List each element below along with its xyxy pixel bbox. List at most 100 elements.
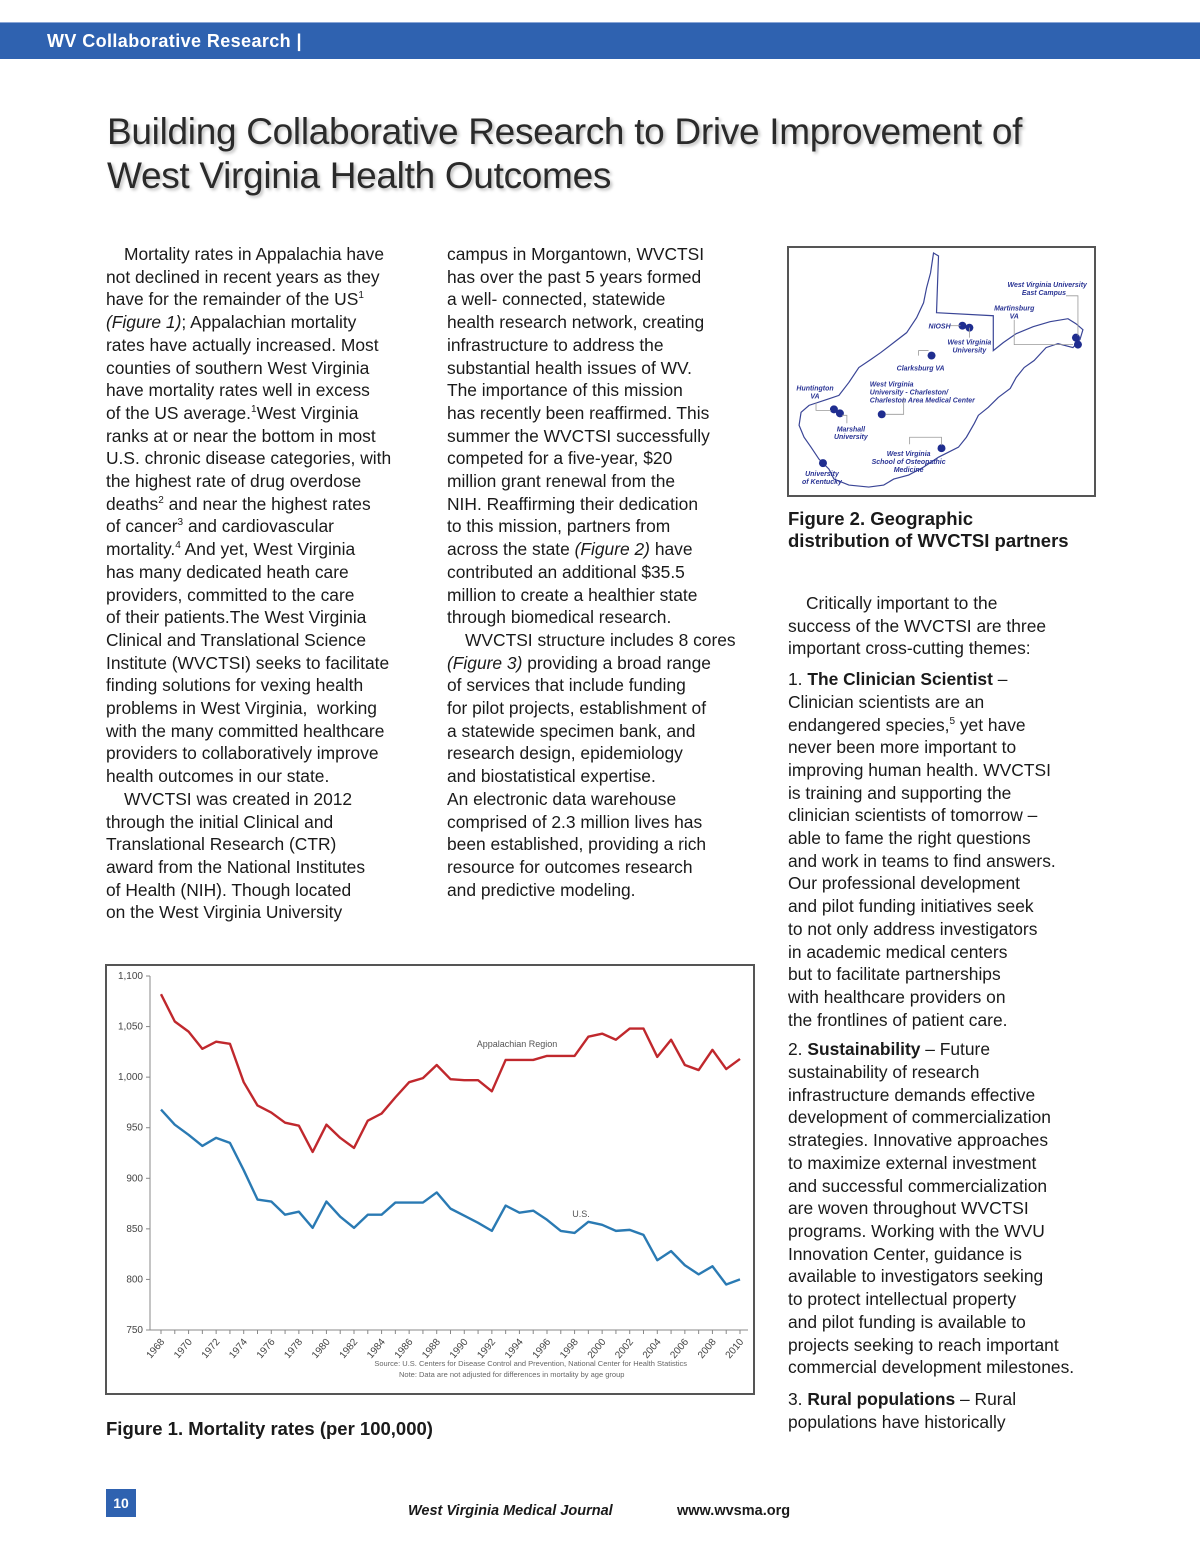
- x-tick-label: 2002: [613, 1337, 636, 1361]
- theme-heading: Rural populations: [807, 1388, 956, 1409]
- map-label-clarksburg: Clarksburg VA: [897, 366, 945, 373]
- x-tick-label: 1974: [227, 1337, 250, 1361]
- x-tick-label: 1970: [172, 1337, 195, 1361]
- text-run: 3.: [788, 1388, 808, 1409]
- theme-heading: Sustainability: [807, 1039, 921, 1060]
- text-run: ; Appalachian mortality rates have actua…: [106, 312, 379, 423]
- figure-2-caption: Figure 2. Geographic distribution of WVC…: [788, 508, 1069, 551]
- map-label-huntington: Huntington: [796, 385, 833, 392]
- title-line-1: Building Collaborative Research to Drive…: [107, 111, 1023, 152]
- text-run: – Future sustainability of research infr…: [788, 1039, 1075, 1378]
- map-label-martinsburg-2: VA: [1010, 314, 1019, 321]
- journal-url: www.wvsma.org: [677, 1503, 791, 1519]
- theme-heading: The Clinician Scientist: [807, 669, 993, 690]
- text-run: (Figure 1): [106, 312, 182, 333]
- series-line-u-s-: [160, 1108, 741, 1286]
- text-run: – Clinician scientists are an endangered…: [788, 669, 1008, 735]
- x-tick-label: 1968: [145, 1337, 168, 1361]
- section-header-bar: WV Collaborative Research |: [0, 22, 1200, 59]
- x-tick-label: 2004: [641, 1337, 664, 1361]
- text-run: (Figure 3): [447, 652, 523, 673]
- text-run: Critically important to the success of t…: [788, 593, 1047, 659]
- paragraph: 2. Sustainability – Future sustainabilit…: [788, 1038, 1074, 1379]
- y-tick-label: 750: [126, 1325, 143, 1336]
- x-tick-label: 1982: [338, 1337, 361, 1361]
- text-run: (Figure 2): [574, 539, 650, 560]
- footnote-ref: 1: [251, 403, 257, 415]
- paragraph: Critically important to the success of t…: [788, 592, 1074, 660]
- chart-source-note: Source: U.S. Centers for Disease Control…: [374, 1359, 687, 1368]
- paragraph: Mortality rates in Appalachia have not d…: [106, 243, 391, 788]
- y-tick-label: 1,100: [118, 971, 143, 982]
- text-run: West Virginia ranks at or near the botto…: [106, 402, 392, 514]
- map-label-uk-2: of Kentucky: [802, 479, 843, 486]
- x-tick-label: 2010: [724, 1337, 747, 1361]
- series-line-appalachian-region: [159, 993, 741, 1154]
- text-run: providing a broad range of services that…: [447, 652, 711, 900]
- text-run: campus in Morgantown, WVCTSI has over th…: [447, 244, 710, 560]
- map-label-wvu-east: West Virginia University: [1008, 282, 1089, 289]
- text-column-3: Critically important to the success of t…: [788, 592, 1074, 1433]
- x-tick-label: 1980: [310, 1337, 333, 1361]
- paragraph: 1. The Clinician Scientist – Clinician s…: [788, 668, 1074, 1031]
- chart-data-note: Note: Data are not adjusted for differen…: [399, 1370, 624, 1379]
- map-label-niosh: NIOSH: [929, 324, 952, 331]
- footnote-ref: 1: [358, 290, 364, 302]
- figure-1-caption: Figure 1. Mortality rates (per 100,000): [106, 1418, 433, 1439]
- text-run: And yet, West Virginia has many dedicate…: [106, 539, 390, 787]
- x-tick-label: 1994: [503, 1337, 526, 1361]
- map-label-huntington-2: VA: [810, 393, 819, 400]
- page-number: 10: [106, 1489, 136, 1517]
- x-tick-label: 2008: [696, 1337, 719, 1361]
- section-title: WV Collaborative Research |: [47, 31, 302, 51]
- article-title: Building Collaborative Research to Drive…: [107, 110, 1022, 198]
- map-label-wvu: West Virginia: [948, 340, 992, 347]
- x-tick-label: 1976: [255, 1337, 278, 1361]
- text-run: WVCTSI structure includes 8 cores: [465, 629, 736, 650]
- paragraph: 3. Rural populations – Rural populations…: [788, 1388, 1074, 1433]
- figure-2-map: West Virginia University East Campus Mar…: [787, 246, 1096, 497]
- text-run: Mortality rates in Appalachia have not d…: [106, 244, 385, 310]
- x-tick-label: 1972: [200, 1337, 223, 1361]
- x-tick-label: 1992: [475, 1337, 498, 1361]
- text-run: WVCTSI was created in 2012 through the i…: [106, 788, 366, 923]
- partner-marker: [927, 351, 936, 360]
- x-tick-label: 1990: [448, 1337, 471, 1361]
- paragraph: WVCTSI structure includes 8 cores (Figur…: [447, 629, 736, 901]
- map-label-wvsom-1: West Virginia: [887, 451, 931, 458]
- footnote-ref: 4: [175, 540, 181, 552]
- map-label-martinsburg: Martinsburg: [994, 306, 1035, 313]
- y-tick-label: 850: [126, 1224, 143, 1235]
- text-run: – Rural populations have historically: [788, 1388, 1017, 1432]
- partner-marker: [818, 459, 827, 468]
- text-run: have contributed an additional $35.5 mil…: [447, 539, 698, 628]
- footnote-ref: 2: [158, 494, 164, 506]
- map-label-charleston-2: University - Charleston/: [870, 389, 949, 396]
- partner-marker: [965, 323, 974, 332]
- partner-marker: [1073, 340, 1082, 349]
- map-label-wvsom-2: School of Osteopathic: [872, 459, 946, 466]
- journal-name: West Virginia Medical Journal: [408, 1503, 613, 1519]
- y-tick-label: 1,050: [118, 1022, 143, 1033]
- figure-1-chart: 750 800 850 900 950 1,000 1,050 1,100 1968 1970 19…: [105, 964, 755, 1395]
- partner-marker: [835, 409, 844, 418]
- wv-map: West Virginia University East Campus Mar…: [796, 252, 1089, 488]
- text-run: 1.: [788, 669, 808, 690]
- map-label-wvu-east-2: East Campus: [1022, 290, 1066, 297]
- x-tick-label: 1978: [282, 1337, 305, 1361]
- partner-marker: [1071, 333, 1080, 342]
- text-run: and cardiovascular mortality.: [106, 516, 334, 560]
- map-label-wvsom-3: Medicine: [894, 467, 924, 474]
- map-label-marshall-2: University: [834, 434, 869, 441]
- text-run: and near the highest rates of cancer: [106, 493, 371, 537]
- x-tick-label: 1984: [365, 1337, 388, 1361]
- x-tick-label: 2006: [668, 1337, 691, 1361]
- map-label-marshall: Marshall: [837, 426, 866, 433]
- footnote-ref: 5: [949, 715, 956, 727]
- partner-marker: [877, 410, 886, 419]
- map-label-uk-1: University: [805, 471, 840, 478]
- series-label-us: U.S.: [572, 1209, 590, 1219]
- paragraph: WVCTSI was created in 2012 through the i…: [106, 788, 391, 924]
- x-tick-label: 1998: [558, 1337, 581, 1361]
